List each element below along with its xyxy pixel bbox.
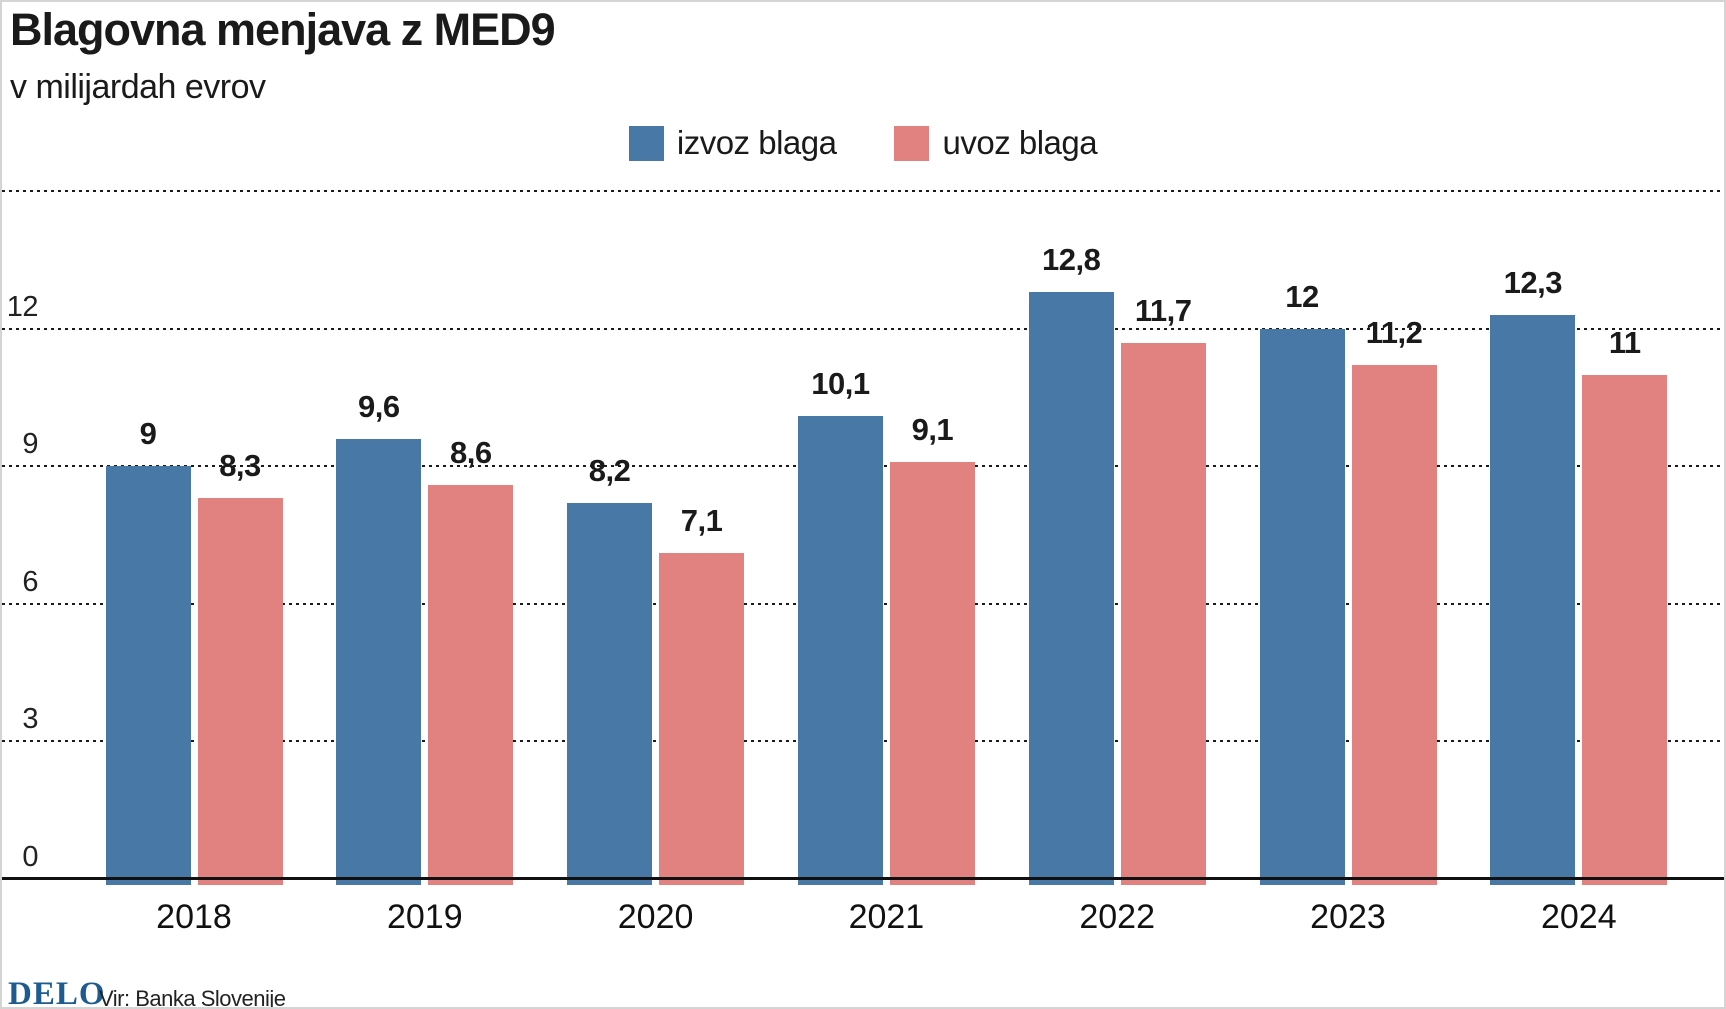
bar-uvoz-2018: [197, 498, 283, 885]
bar-izvoz-2020: [567, 503, 653, 885]
bar-izvoz-2018: [105, 466, 191, 885]
x-tick-2019: 2019: [386, 898, 463, 936]
value-label-uvoz-2023: 11,2: [1365, 315, 1423, 351]
value-label-izvoz-2022: 12,8: [1042, 242, 1101, 278]
bar-uvoz-2019: [428, 484, 514, 885]
value-label-uvoz-2024: 11: [1608, 324, 1641, 360]
value-label-uvoz-2021: 9,1: [911, 411, 954, 447]
bar-izvoz-2021: [797, 415, 883, 885]
gridline-12: [2, 327, 1724, 330]
bar-izvoz-2024: [1490, 315, 1576, 885]
page-title: Blagovna menjava z MED9: [10, 4, 556, 55]
value-label-uvoz-2022: 11,7: [1134, 292, 1192, 328]
value-label-izvoz-2018: 9: [139, 416, 157, 452]
x-tick-2021: 2021: [848, 898, 925, 936]
x-tick-2018: 2018: [156, 898, 232, 936]
y-tick-6: 6: [22, 565, 38, 598]
y-tick-0: 0: [22, 841, 38, 873]
source-note: Vir: Banka Slovenije: [99, 986, 286, 1009]
value-label-uvoz-2018: 8,3: [219, 448, 261, 484]
chart-legend: izvoz blaga uvoz blaga: [2, 124, 1724, 162]
x-tick-2024: 2024: [1540, 898, 1617, 936]
legend-label-izvoz: izvoz blaga: [676, 124, 837, 161]
y-tick-12: 12: [6, 290, 39, 323]
bar-uvoz-2024: [1582, 374, 1668, 885]
bar-izvoz-2019: [336, 438, 422, 885]
bar-izvoz-2023: [1259, 328, 1345, 885]
legend-item-uvoz: uvoz blaga: [894, 124, 1098, 162]
x-tick-2022: 2022: [1079, 898, 1155, 936]
x-tick-2023: 2023: [1310, 898, 1386, 936]
y-tick-3: 3: [22, 703, 38, 736]
bar-izvoz-2022: [1028, 292, 1114, 885]
y-tick-9: 9: [22, 428, 38, 461]
delo-logo: DELO: [8, 976, 106, 1009]
legend-item-izvoz: izvoz blaga: [628, 124, 837, 162]
bar-uvoz-2021: [889, 461, 975, 885]
uvoz-color-swatch: [894, 125, 930, 161]
x-tick-2020: 2020: [617, 898, 694, 936]
izvoz-color-swatch: [628, 125, 664, 161]
bar-uvoz-2023: [1351, 365, 1437, 885]
value-label-izvoz-2023: 12: [1285, 278, 1319, 314]
chart-subtitle: v milijardah evrov: [10, 68, 266, 106]
value-label-izvoz-2024: 12,3: [1503, 265, 1563, 301]
value-label-izvoz-2020: 8,2: [588, 453, 631, 489]
value-label-uvoz-2019: 8,6: [449, 434, 492, 470]
value-label-izvoz-2021: 10,1: [811, 365, 870, 401]
bar-uvoz-2020: [659, 553, 745, 885]
gridline-15: [2, 190, 1724, 193]
value-label-izvoz-2019: 9,6: [357, 388, 400, 424]
bar-uvoz-2022: [1120, 342, 1206, 885]
x-axis-line: [2, 877, 1724, 880]
value-label-uvoz-2020: 7,1: [680, 503, 723, 539]
legend-label-uvoz: uvoz blaga: [942, 124, 1098, 161]
